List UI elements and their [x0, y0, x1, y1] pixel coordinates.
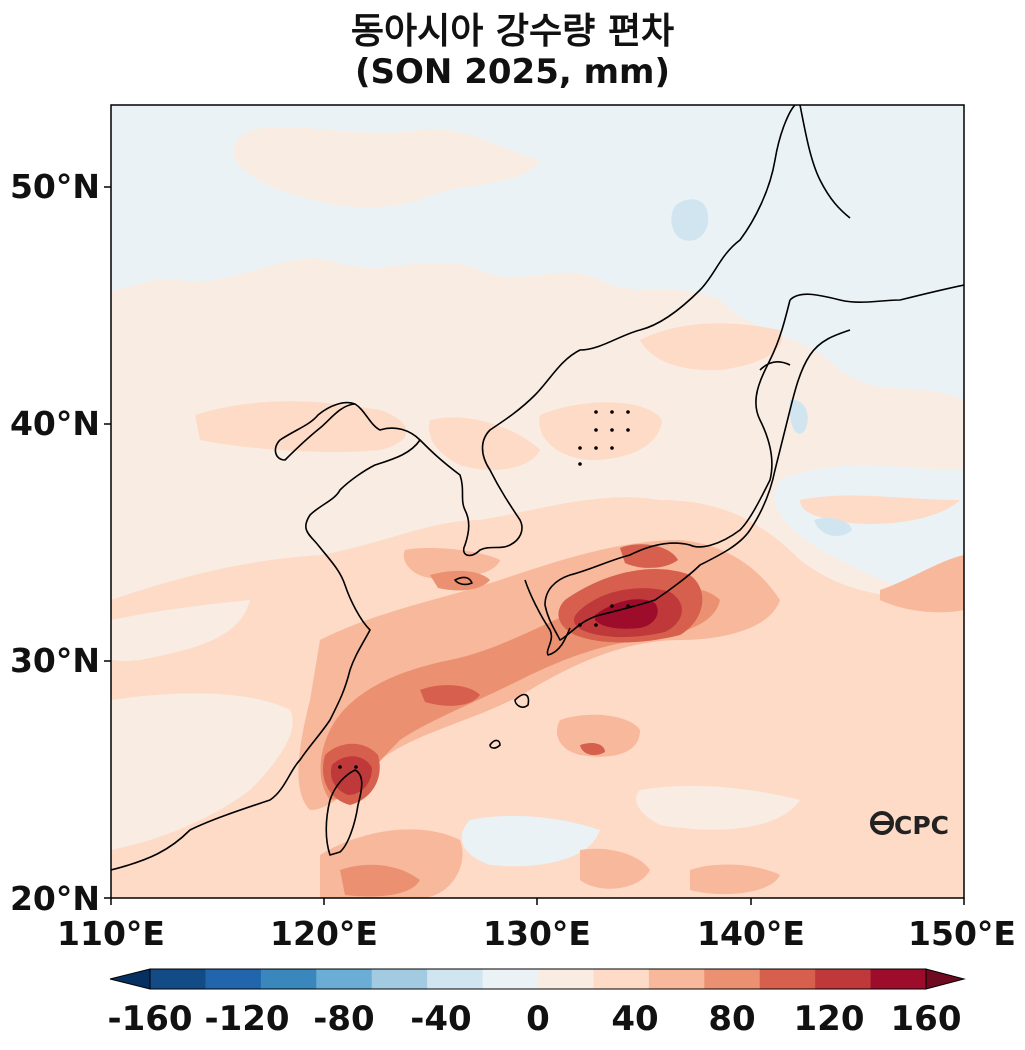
colorbar-segment	[371, 969, 428, 989]
colorbar-tick-label: 120	[794, 999, 865, 1039]
lat-tick-label: 30°N	[10, 641, 100, 680]
colorbar-tick-label: -160	[107, 999, 192, 1039]
negative-anomaly-hokkaido	[671, 199, 709, 241]
colorbar-segment	[427, 969, 484, 989]
colorbar-extend-high	[925, 968, 966, 990]
colorbar-segment	[815, 969, 872, 989]
colorbar-segment	[648, 969, 705, 989]
significance-dots	[338, 410, 630, 769]
colorbar-tick-label: -120	[204, 999, 289, 1039]
lat-tick-label: 50°N	[10, 167, 100, 206]
lon-tick-label: 110°E	[57, 914, 165, 953]
colorbar	[109, 968, 966, 990]
colorbar-segment	[260, 969, 317, 989]
map-title: 동아시아 강수량 편차	[350, 11, 675, 52]
map-subtitle: (SON 2025, mm)	[355, 52, 670, 92]
colorbar-segment	[759, 969, 816, 989]
colorbar-tick-label: -40	[410, 999, 471, 1039]
colorbar-tick-label: 80	[708, 999, 755, 1039]
lon-tick-label: 120°E	[270, 914, 378, 953]
colorbar-frame	[149, 968, 927, 990]
colorbar-segment	[538, 969, 594, 989]
colorbar-tick-label: -80	[313, 999, 374, 1039]
colorbar-segment	[482, 969, 539, 989]
colorbar-extend-low	[109, 968, 151, 990]
lon-tick-label: 150°E	[908, 914, 1016, 953]
lat-tick-label: 40°N	[10, 404, 100, 443]
colorbar-segment	[704, 969, 761, 989]
cpc-logo-text: CPC	[894, 811, 949, 840]
anomaly-field	[111, 105, 964, 898]
colorbar-segment	[150, 969, 206, 989]
colorbar-segment	[870, 969, 927, 989]
coastlines	[111, 105, 964, 871]
lat-tick-label: 20°N	[10, 879, 100, 918]
colorbar-tick-label: 0	[526, 999, 550, 1039]
colorbar-segment	[205, 969, 262, 989]
cpc-logo: CPC	[870, 811, 949, 840]
lon-tick-label: 140°E	[697, 914, 805, 953]
lon-tick-label: 130°E	[483, 914, 591, 953]
colorbar-tick-label: 40	[611, 999, 658, 1039]
colorbar-segment	[593, 969, 650, 989]
colorbar-tick-label: 160	[891, 999, 962, 1039]
colorbar-segment	[316, 969, 373, 989]
